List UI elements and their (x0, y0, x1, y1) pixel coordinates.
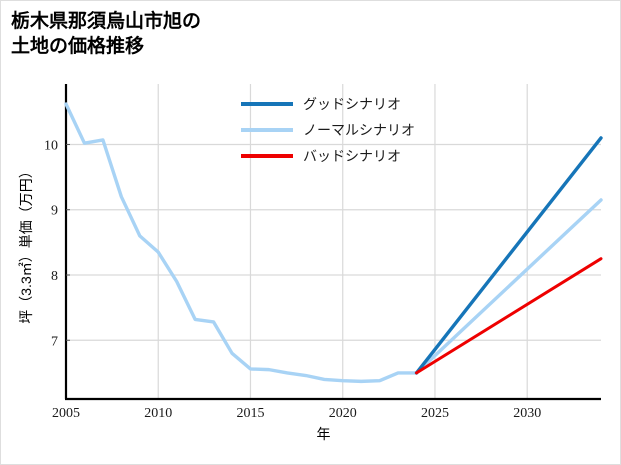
y-axis-tick-labels: 7 8 9 10 (44, 138, 70, 349)
x-tick-label: 2030 (513, 406, 541, 421)
axis-titles: 年 坪（3.3㎡）単価（万円） (18, 164, 331, 442)
series-line-ノーマルシナリオ (64, 102, 603, 384)
x-tick-label: 2025 (421, 406, 449, 421)
legend-label-ノーマルシナリオ: ノーマルシナリオ (303, 124, 415, 139)
x-tick-label: 2020 (329, 406, 357, 421)
gridlines (65, 84, 601, 399)
series-line-グッドシナリオ (414, 136, 603, 375)
axis-lines (64, 84, 601, 401)
x-axis-tick-labels: 2005 2010 2015 2020 2025 2030 (52, 406, 541, 421)
legend-label-グッドシナリオ: グッドシナリオ (303, 97, 401, 113)
x-axis-title: 年 (317, 426, 331, 442)
page-title: 栃木県那須烏山市旭の 土地の価格推移 (11, 11, 202, 58)
x-tick-label: 2005 (52, 406, 80, 421)
series-line-バッドシナリオ (415, 257, 603, 375)
y-axis-title: 坪（3.3㎡）単価（万円） (18, 164, 34, 323)
y-tick-label: 7 (51, 334, 58, 349)
x-tick-label: 2015 (236, 406, 264, 421)
legend-label-バッドシナリオ: バッドシナリオ (303, 150, 401, 165)
x-tick-label: 2010 (144, 406, 172, 421)
y-tick-label: 9 (51, 204, 58, 219)
data-series (64, 102, 603, 384)
y-tick-label: 10 (44, 138, 58, 153)
y-tick-label: 8 (51, 269, 58, 284)
